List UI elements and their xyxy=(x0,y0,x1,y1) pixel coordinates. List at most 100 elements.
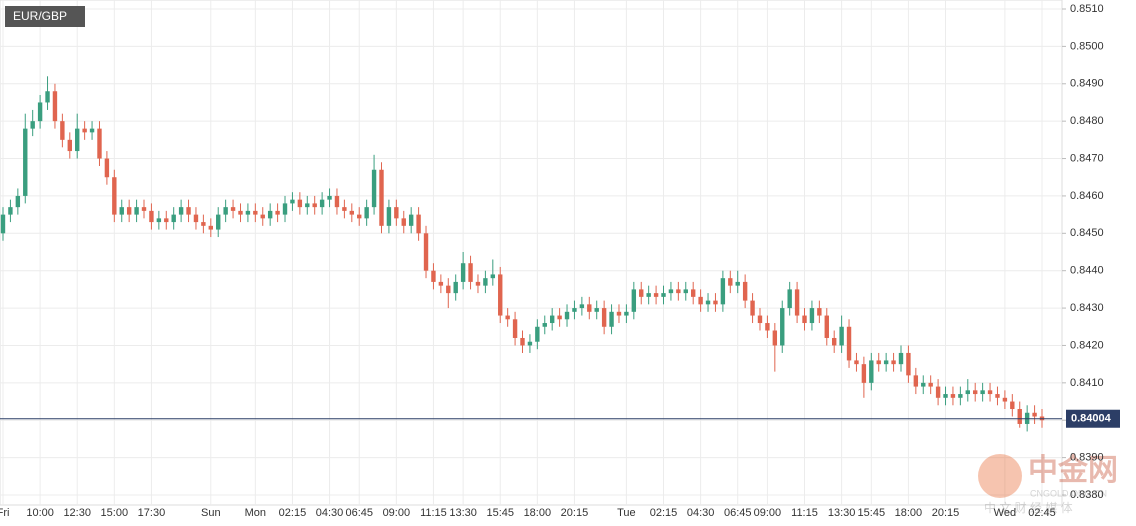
candle-body xyxy=(178,207,184,215)
candle-body xyxy=(973,390,978,395)
candle-body xyxy=(156,218,162,223)
x-tick-label: 09:00 xyxy=(383,507,411,519)
candle-body xyxy=(319,199,325,208)
candle-body xyxy=(839,326,844,346)
candle-body xyxy=(498,274,503,316)
candle-body xyxy=(906,352,911,376)
x-tick-label: 11:15 xyxy=(420,507,447,519)
candle-body xyxy=(126,207,132,215)
candle-body xyxy=(869,360,874,383)
y-tick-label: 0.8450 xyxy=(1070,227,1104,239)
candle-body xyxy=(505,315,510,320)
candle-body xyxy=(527,341,533,346)
candle-body xyxy=(683,289,688,294)
candle-body xyxy=(52,91,58,122)
candle-body xyxy=(1032,412,1037,417)
candle-body xyxy=(82,128,87,133)
candle-body xyxy=(75,128,80,152)
x-tick-label: 09:00 xyxy=(754,507,782,519)
candle-body xyxy=(609,311,614,327)
y-tick-label: 0.8410 xyxy=(1070,377,1104,389)
x-tick-label: Tue xyxy=(617,507,636,519)
candle-body xyxy=(987,390,993,395)
candle-body xyxy=(423,233,429,271)
symbol-label: EUR/GBP xyxy=(13,9,67,23)
x-tick-label: 11:15 xyxy=(791,507,818,519)
candle-body xyxy=(0,214,6,234)
candle-body xyxy=(186,207,191,215)
candle-body xyxy=(995,394,1000,398)
watermark-tagline: 中 文 财 经 媒 体 xyxy=(984,500,1073,515)
x-tick-label: Wed xyxy=(994,507,1016,519)
candle-body xyxy=(728,278,733,286)
candle-body xyxy=(446,285,451,294)
candle-body xyxy=(735,281,740,286)
candle-body xyxy=(223,207,228,215)
candle-body xyxy=(386,207,392,226)
candle-body xyxy=(720,278,726,305)
candle-body xyxy=(275,210,280,215)
y-tick-label: 0.8480 xyxy=(1070,115,1104,127)
candle-body xyxy=(802,315,807,324)
candle-body xyxy=(958,394,963,398)
grid xyxy=(0,0,1066,505)
candle-body xyxy=(245,210,251,215)
x-tick-label: 04:30 xyxy=(687,507,715,519)
plot-area xyxy=(0,0,1063,506)
candle-body xyxy=(490,274,496,279)
candle-body xyxy=(787,289,792,309)
candle-body xyxy=(394,207,399,219)
candle-body xyxy=(89,128,95,133)
candle-body xyxy=(898,352,904,365)
candle-body xyxy=(928,382,933,387)
candle-body xyxy=(290,199,295,204)
candle-body xyxy=(742,281,748,301)
candle-body xyxy=(230,207,236,211)
candle-body xyxy=(460,263,466,282)
candle-body xyxy=(824,315,829,338)
candle-body xyxy=(943,394,948,398)
candle-body xyxy=(431,270,436,282)
candle-body xyxy=(164,218,169,223)
candle-body xyxy=(67,139,72,152)
candle-body xyxy=(624,311,629,316)
candle-body xyxy=(208,225,213,230)
candle-body xyxy=(698,296,703,305)
x-tick-label: 15:45 xyxy=(486,507,514,519)
x-tick-label: 15:00 xyxy=(101,507,129,519)
x-tick-label: 18:00 xyxy=(524,507,552,519)
candle-body xyxy=(364,207,369,219)
candle-body xyxy=(45,91,50,103)
candle-body xyxy=(616,311,622,316)
watermark-logo xyxy=(978,454,1022,498)
candle-body xyxy=(297,199,303,208)
candle-body xyxy=(134,207,139,215)
x-tick-label: 15:45 xyxy=(858,507,886,519)
candle-body xyxy=(594,308,599,312)
candle-body xyxy=(535,326,540,342)
candle-body xyxy=(119,207,124,215)
y-tick-label: 0.8460 xyxy=(1070,190,1104,202)
watermark: 中金网 CNGOLD.ORG.CN 中 文 财 经 媒 体 xyxy=(978,453,1118,515)
candle-body xyxy=(1010,401,1015,410)
candle-body xyxy=(104,158,110,178)
last-price-box xyxy=(1066,409,1120,428)
candle-body xyxy=(713,300,718,305)
candle-body xyxy=(334,195,340,208)
candle-body xyxy=(690,289,696,297)
candle-body xyxy=(846,326,852,361)
candle-body xyxy=(950,394,956,398)
candle-body xyxy=(342,207,347,211)
candle-body xyxy=(549,315,555,324)
candle-body xyxy=(30,121,35,129)
candle-body xyxy=(921,382,926,387)
candle-body xyxy=(453,281,458,294)
candle-body xyxy=(817,308,822,316)
last-price-label: 0.84004 xyxy=(1071,413,1112,425)
candle-body xyxy=(216,214,221,230)
candle-body xyxy=(171,214,176,223)
x-tick-label: Sun xyxy=(201,507,221,519)
candle-body xyxy=(267,210,273,219)
candle-body xyxy=(408,214,414,226)
y-tick-label: 0.8490 xyxy=(1070,78,1104,90)
